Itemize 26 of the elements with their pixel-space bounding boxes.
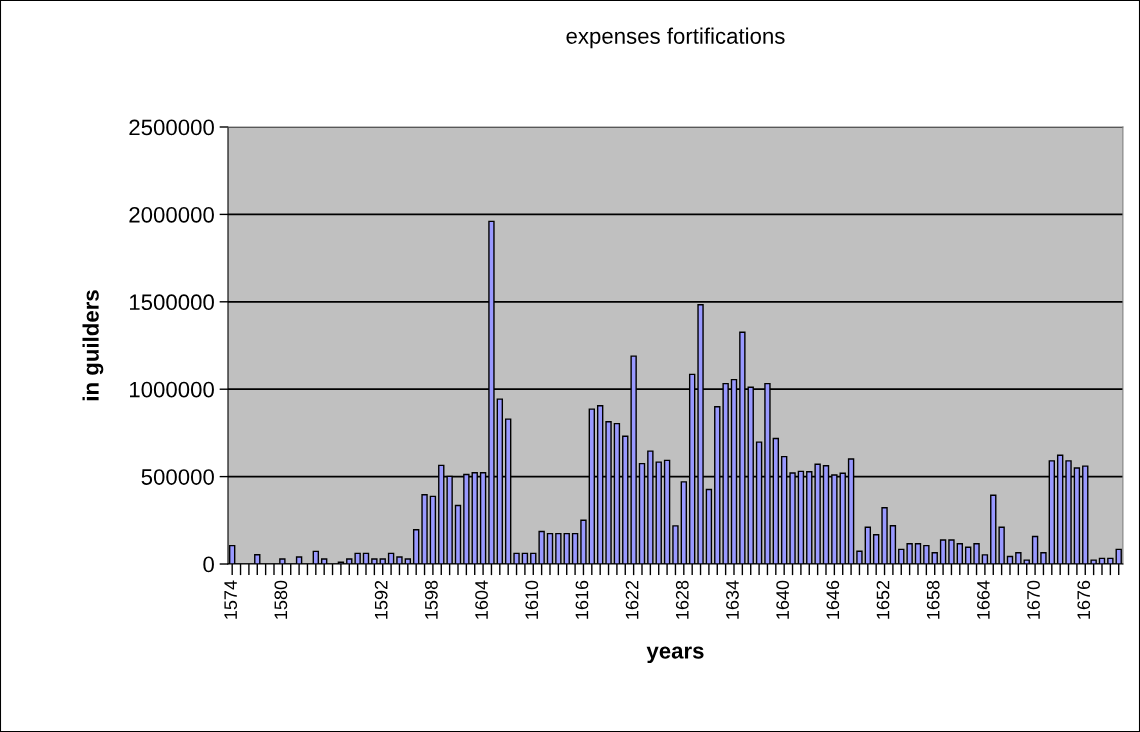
x-tick-label: 1634 <box>726 580 739 619</box>
x-tick-label: 1670 <box>1027 580 1040 619</box>
x-tick-label: 1664 <box>976 580 990 619</box>
x-tick-label: 1574 <box>224 580 238 619</box>
x-tick-label: 1580 <box>274 580 288 619</box>
y-tick-label: 1500000 <box>130 294 214 311</box>
y-tick-label: 2500000 <box>129 119 214 136</box>
y-tick-label: 1000000 <box>130 381 214 398</box>
x-tick-label: 1676 <box>1077 580 1091 619</box>
y-tick-label: 500000 <box>141 469 214 485</box>
x-tick-label: 1652 <box>876 580 890 619</box>
x-tick-label: 1640 <box>776 580 790 619</box>
x-tick-label: 1610 <box>525 580 539 619</box>
x-tick-label: 1604 <box>475 580 488 619</box>
x-tick-label: 1622 <box>625 580 639 619</box>
x-tick-label: 1616 <box>575 580 589 619</box>
y-tick-label: 0 <box>203 556 214 573</box>
x-tick-label: 1592 <box>374 580 388 619</box>
x-tick-label: 1646 <box>826 580 840 619</box>
y-tick-label: 2000000 <box>129 206 214 223</box>
chart-title: expenses fortifications <box>566 27 785 49</box>
x-axis-title: years <box>646 646 704 664</box>
x-tick-label: 1658 <box>926 580 940 619</box>
x-tick-label: 1628 <box>675 580 689 619</box>
x-tick-label: 1598 <box>424 580 438 619</box>
y-axis-title: in guilders <box>82 290 104 401</box>
